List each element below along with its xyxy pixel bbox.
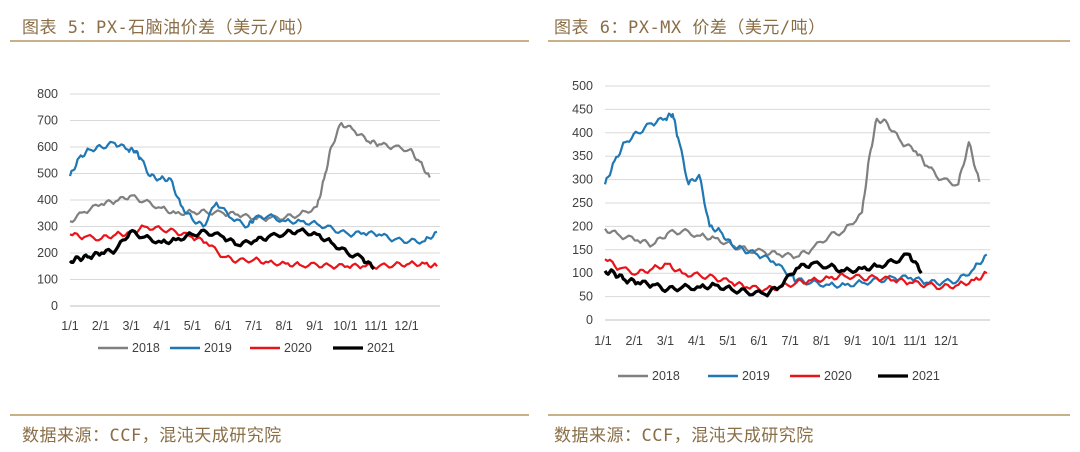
y-tick-label: 300 [37,220,58,234]
y-tick-label: 400 [37,193,58,207]
header-divider [10,40,529,42]
left-panel: 图表 5：PX-石脑油价差（美元/吨） 0 100 200 300 400 500 600 7… [10,18,529,446]
series-line-2018 [69,122,431,224]
x-tick-label: 7/1 [782,334,799,348]
y-tick-label: 0 [586,313,593,327]
y-tick-label: 350 [572,149,593,163]
legend-label-2020: 2020 [824,369,852,383]
y-tick-label: 600 [37,140,58,154]
footer-divider [10,414,529,416]
chart-title: 图表 5：PX-石脑油价差（美元/吨） [22,18,314,38]
legend-label-2018: 2018 [132,341,160,355]
legend-label-2019: 2019 [204,341,232,355]
y-tick-label: 500 [37,167,58,181]
series-line-2020 [604,258,988,293]
right-panel: 图表 6：PX-MX 价差（美元/吨） 0 50 100 150 200 250 300 35… [540,0,1080,452]
series-line-2020 [69,224,438,270]
y-tick-label: 50 [579,290,593,304]
source-note: 数据来源：CCF，混沌天成研究院 [554,426,814,446]
series-line-2021 [603,252,923,298]
legend-label-2020: 2020 [284,341,312,355]
y-tick-label: 500 [572,79,593,93]
x-tick-label: 3/1 [123,319,140,333]
x-tick-label: 10/1 [333,319,357,333]
y-tick-label: 200 [37,246,58,260]
x-tick-label: 2/1 [92,319,109,333]
x-tick-label: 11/1 [364,319,387,333]
x-tick-label: 4/1 [153,319,170,333]
y-tick-label: 0 [51,299,58,313]
x-tick-label: 10/1 [872,334,896,348]
source-note: 数据来源：CCF，混沌天成研究院 [22,426,282,446]
legend-label-2018: 2018 [652,369,680,383]
x-tick-label: 5/1 [184,319,201,333]
x-tick-label: 4/1 [688,334,705,348]
series-line-2021 [68,227,375,271]
y-tick-label: 800 [37,87,58,101]
x-tick-label: 7/1 [245,319,262,333]
x-tick-label: 2/1 [626,334,643,348]
legend-label-2021: 2021 [367,341,395,355]
x-tick-label: 9/1 [844,334,861,348]
y-tick-label: 250 [572,196,593,210]
x-tick-label: 1/1 [594,334,611,348]
legend-label-2021: 2021 [912,369,940,383]
x-tick-label: 6/1 [214,319,231,333]
series-line-2019 [603,112,988,289]
y-tick-label: 150 [572,243,593,257]
x-tick-label: 8/1 [276,319,293,333]
series-line-2019 [68,140,438,245]
series-line-2018 [604,117,981,260]
y-tick-label: 700 [37,114,58,128]
px-mx-spread-chart: 0 50 100 150 200 250 300 350 400 450 500 1/1 2/1 3/1 4… [572,79,990,383]
x-tick-label: 12/1 [934,334,958,348]
x-tick-label: 11/1 [903,334,926,348]
y-tick-label: 100 [572,266,593,280]
x-tick-label: 9/1 [306,319,323,333]
y-tick-label: 450 [572,102,593,116]
x-tick-label: 6/1 [750,334,767,348]
header-divider [548,40,1070,42]
y-tick-label: 100 [37,273,58,287]
px-naphtha-spread-chart: 0 100 200 300 400 500 600 700 800 1/1 2/1 3/1 4/1 5/1… [37,87,440,355]
y-tick-label: 400 [572,126,593,140]
x-tick-label: 1/1 [61,319,78,333]
x-tick-label: 5/1 [719,334,736,348]
footer-divider [548,414,1070,416]
x-tick-label: 8/1 [813,334,830,348]
chart-title: 图表 6：PX-MX 价差（美元/吨） [554,18,826,38]
x-tick-label: 12/1 [394,319,418,333]
y-tick-label: 300 [572,173,593,187]
y-tick-label: 200 [572,219,593,233]
x-tick-label: 3/1 [657,334,674,348]
legend-label-2019: 2019 [742,369,770,383]
